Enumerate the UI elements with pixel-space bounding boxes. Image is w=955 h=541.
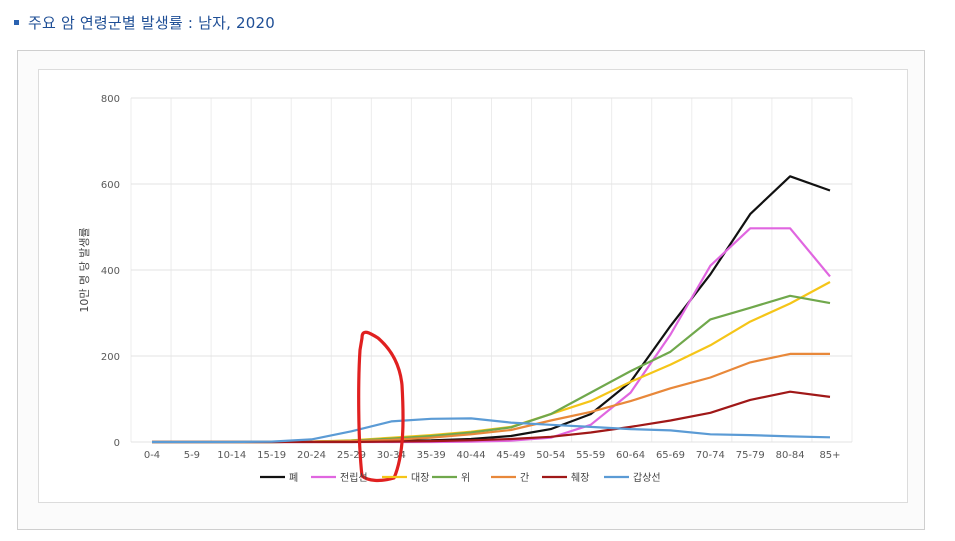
y-tick-label: 600 (101, 180, 120, 191)
legend-label: 위 (461, 471, 470, 484)
x-tick-label: 40-44 (457, 450, 486, 461)
y-axis-ticks: 0 200 400 600 800 (101, 94, 120, 449)
y-tick-label: 800 (101, 94, 120, 105)
y-axis-label: 10만 명 당 발생률 (78, 227, 91, 312)
hand-drawn-circle-annotation (357, 330, 405, 483)
legend-label: 전립선 (340, 471, 368, 484)
x-tick-label: 20-24 (297, 450, 326, 461)
x-tick-label: 55-59 (576, 450, 605, 461)
legend-label: 폐 (289, 472, 298, 484)
legend-label: 갑상선 (633, 472, 661, 484)
y-tick-label: 200 (101, 352, 120, 363)
chart-grid (130, 97, 853, 443)
x-tick-label: 35-39 (417, 450, 446, 461)
heading: 주요 암 연령군별 발생률 : 남자, 2020 (14, 10, 275, 34)
x-tick-label: 45-49 (496, 450, 525, 461)
y-tick-label: 0 (114, 438, 120, 449)
y-tick-label: 400 (101, 266, 120, 277)
x-tick-label: 15-19 (257, 450, 286, 461)
x-tick-label: 75-79 (736, 450, 765, 461)
annotation (357, 330, 405, 483)
page-title: 주요 암 연령군별 발생률 : 남자, 2020 (28, 13, 276, 32)
x-tick-label: 0-4 (144, 450, 160, 461)
bullet-icon (14, 19, 19, 25)
x-tick-label: 70-74 (696, 450, 725, 461)
x-tick-label: 85+ (819, 450, 840, 461)
x-tick-label: 50-54 (536, 450, 565, 461)
x-tick-label: 5-9 (184, 450, 200, 461)
legend-label: 대장 (411, 472, 429, 484)
x-tick-label: 80-84 (776, 450, 805, 461)
legend-label: 췌장 (571, 472, 589, 484)
legend-label: 간 (520, 472, 529, 484)
x-tick-label: 25-29 (337, 450, 366, 461)
x-tick-label: 65-69 (656, 450, 685, 461)
x-tick-label: 30-34 (377, 450, 406, 461)
x-axis-ticks: 0-4 5-9 10-14 15-19 20-24 25-29 30-34 35-39 40-4… (144, 450, 841, 461)
series-line-6 (152, 417, 831, 444)
x-tick-label: 60-64 (616, 450, 645, 461)
x-tick-label: 10-14 (217, 450, 246, 461)
chart-legend: 폐 전립선 대장 위 간 췌장 갑상선 (260, 471, 661, 484)
chart-series (152, 175, 831, 444)
